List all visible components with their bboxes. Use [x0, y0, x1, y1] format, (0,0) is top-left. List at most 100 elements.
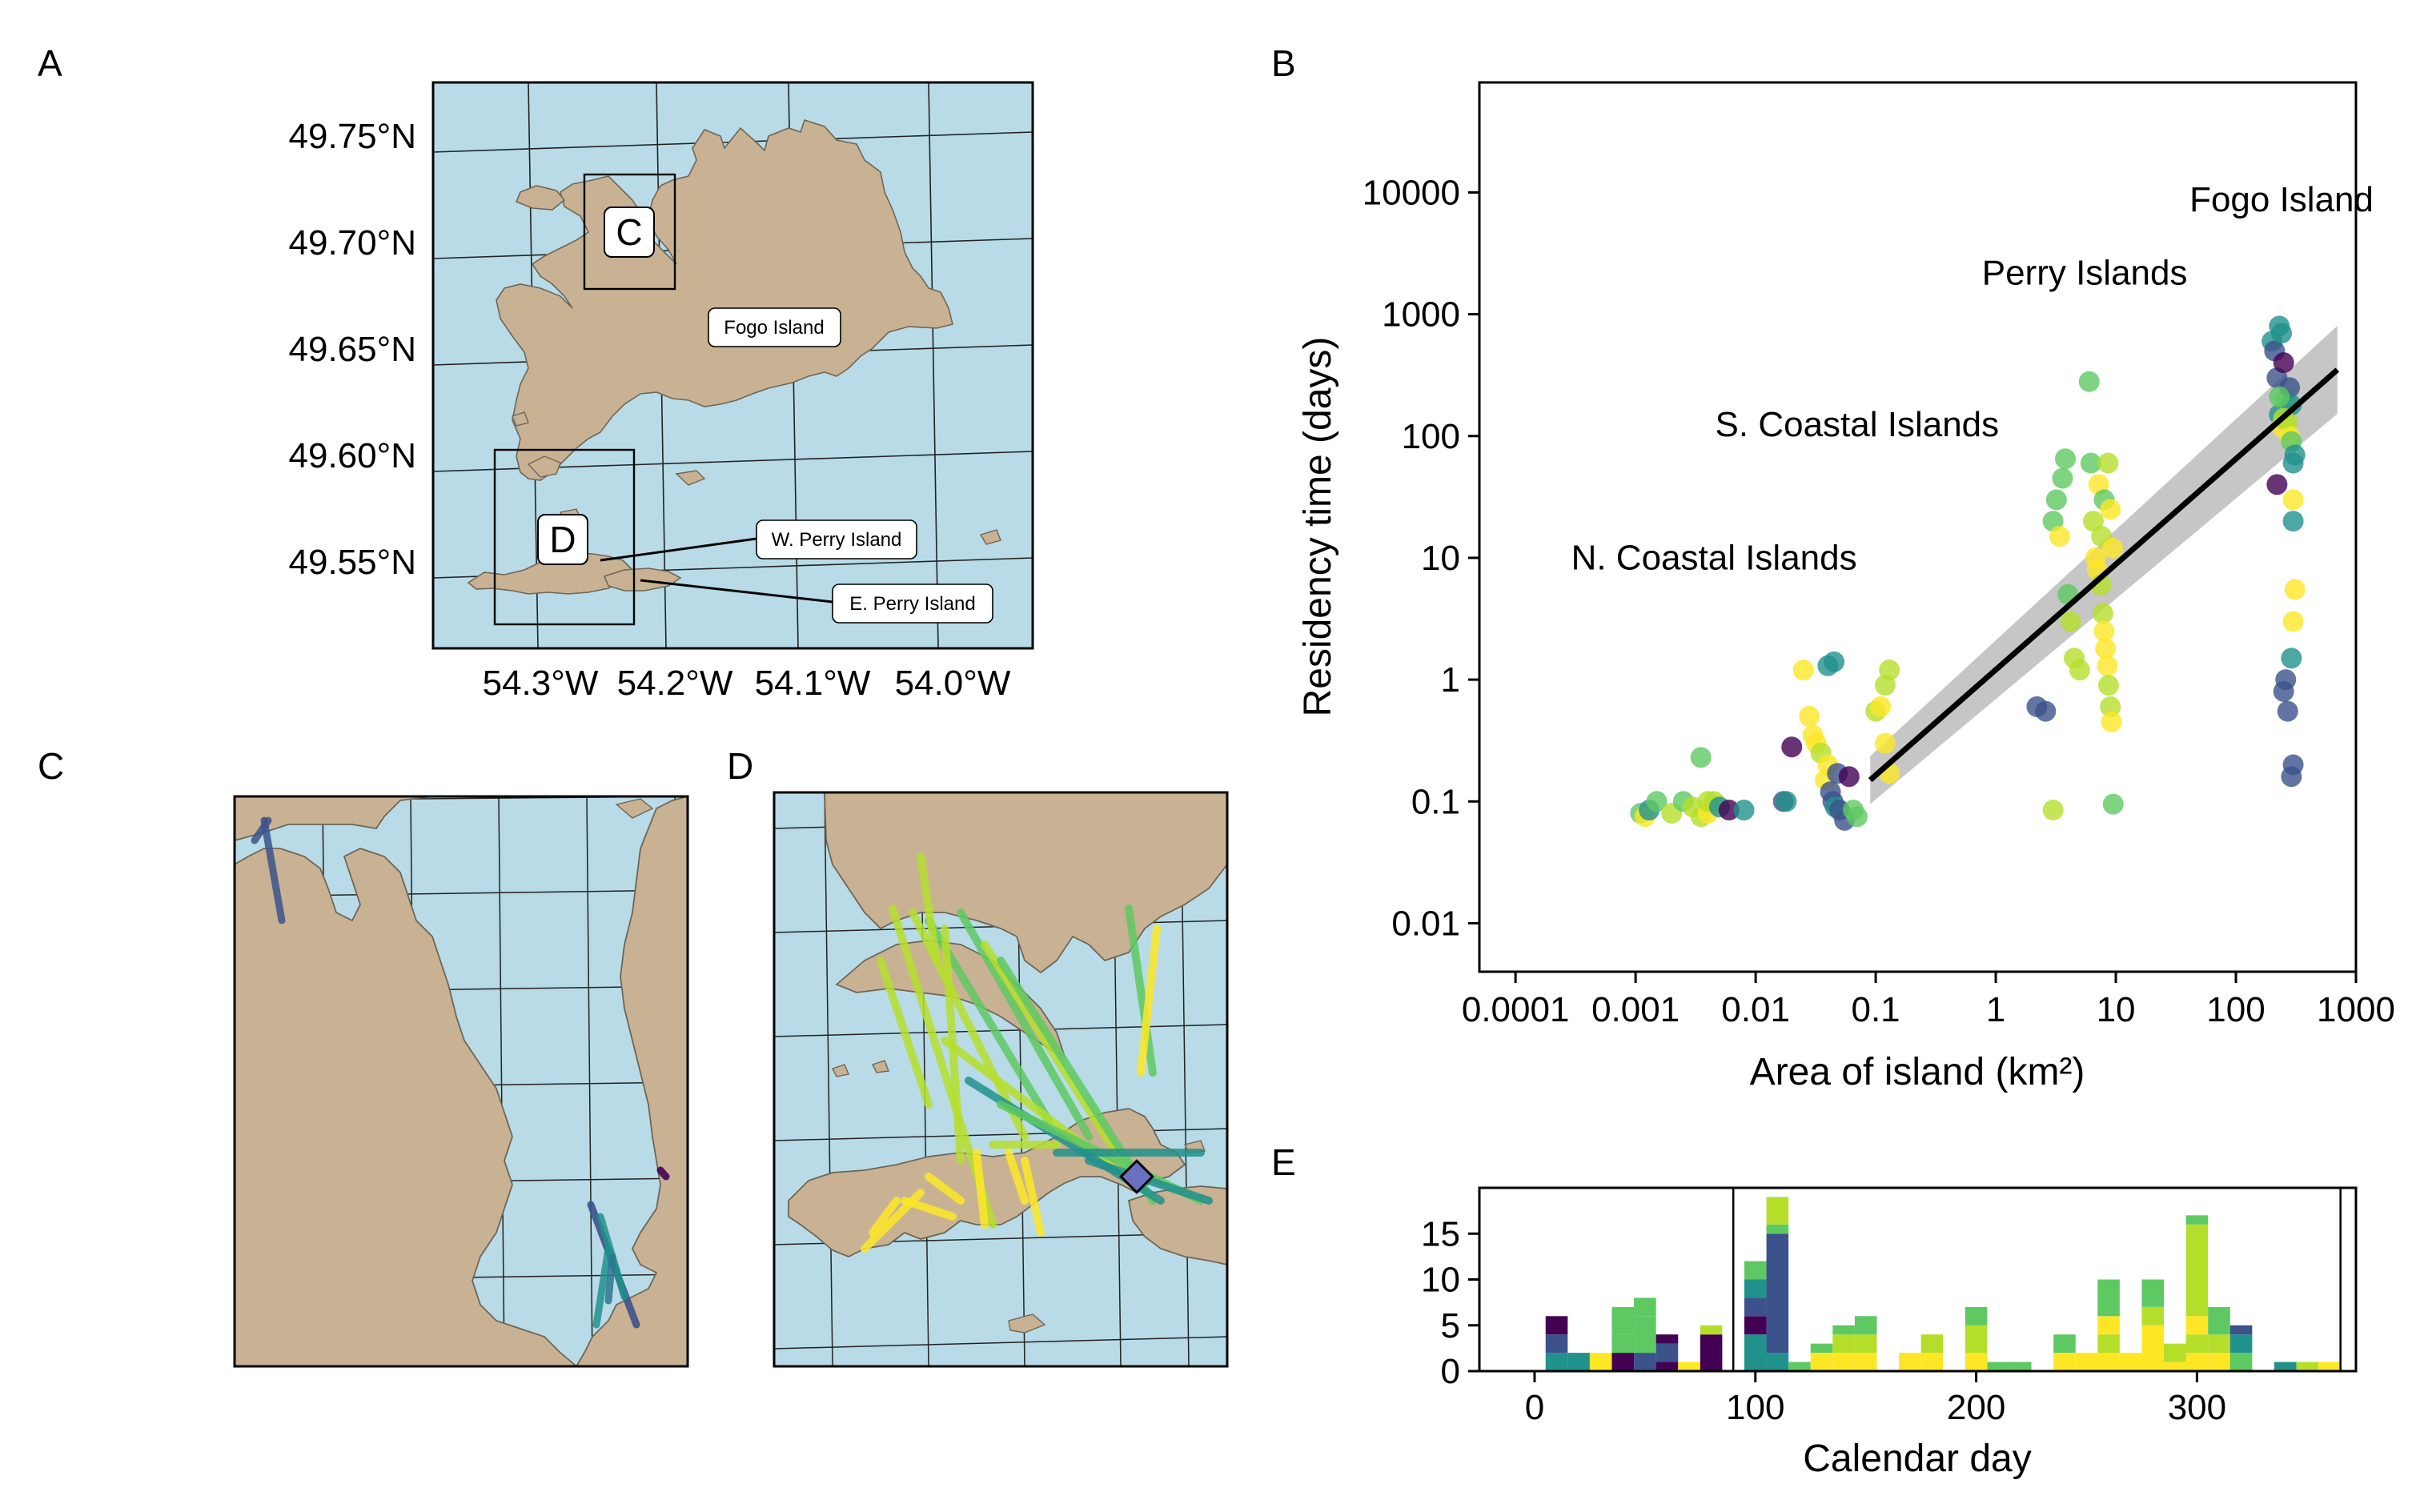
bar-9-seg-0: [1766, 1353, 1789, 1371]
map-c-border: [233, 795, 689, 1368]
chart-e-x-ticks: 0 100 200 300: [1525, 1371, 2226, 1427]
panel-letter-c: C: [38, 745, 65, 787]
bar-3-seg-0: [1611, 1353, 1635, 1371]
scatter-point-95: [2281, 648, 2302, 669]
b-x-tick-0: 0.0001: [1462, 990, 1570, 1029]
bar-6-seg-0: [1678, 1362, 1700, 1371]
inset-box-d: [493, 448, 636, 626]
bar-8-seg-4: [1744, 1261, 1767, 1280]
panel-letter-d: D: [727, 745, 754, 787]
bar-12-seg-1: [1832, 1334, 1855, 1354]
panel-letter-b: B: [1271, 42, 1296, 84]
track-c-1: [260, 816, 286, 924]
bar-29-seg-0: [2296, 1362, 2319, 1371]
scatter-point-97: [2281, 766, 2302, 788]
inset-box-c: [583, 173, 676, 291]
scatter-point-46: [2045, 489, 2067, 511]
bar-15-seg-1: [1920, 1334, 1944, 1354]
bar-13-seg-2: [1854, 1316, 1877, 1335]
b-x-tick-5: 10: [2097, 990, 2136, 1029]
bar-24-seg-0: [2164, 1362, 2186, 1371]
scatter-point-16: [1776, 791, 1797, 812]
track-d-9: [941, 1037, 1141, 1189]
scatter-point-18: [1792, 660, 1814, 681]
fogo-west-lobe: [515, 185, 566, 211]
bar-8-seg-1: [1744, 1316, 1767, 1335]
b-x-tick-2: 0.01: [1721, 990, 1790, 1029]
bar-13-seg-1: [1854, 1334, 1877, 1354]
map-d-tracks: [861, 852, 1213, 1253]
bar-5-seg-2: [1655, 1334, 1679, 1344]
track-d-18: [1021, 1157, 1045, 1237]
bar-11-seg-0: [1810, 1353, 1833, 1371]
inset-label-c-box: [604, 207, 655, 258]
scatter-point-14: [1733, 800, 1755, 821]
s-coastal-islet-2: [675, 470, 706, 486]
track-d-12: [1125, 904, 1157, 1077]
s-coastal-islet-3: [979, 529, 1001, 545]
bar-9-seg-1: [1766, 1233, 1789, 1354]
lon-tick-3: 54.1°W: [755, 664, 871, 703]
e-x-tick-0: 0: [1525, 1388, 1544, 1427]
map-c-islet: [615, 798, 654, 819]
bar-16-seg-1: [1964, 1325, 1988, 1354]
bar-3-seg-1: [1611, 1334, 1635, 1354]
b-y-tick-6: 10000: [1363, 173, 1460, 212]
scatter-point-71: [2097, 452, 2119, 474]
lon-tick-4: 54.0°W: [895, 664, 1011, 703]
bar-7-seg-0: [1700, 1334, 1723, 1371]
bar-25-seg-4: [2185, 1215, 2209, 1225]
bar-25-seg-3: [2185, 1224, 2209, 1317]
bar-9-seg-2: [1766, 1224, 1789, 1234]
e-y-tick-3: 15: [1421, 1214, 1460, 1253]
scatter-point-55: [2080, 452, 2101, 474]
b-x-tick-4: 1: [1986, 990, 2005, 1029]
chart-b-ylabel: Residency time (days): [1297, 337, 1339, 717]
map-c-tracks: [251, 816, 670, 1329]
scatter-point-31: [1824, 651, 1845, 672]
track-d-16: [877, 957, 933, 1109]
track-c-5: [592, 1245, 612, 1329]
scatter-point-67: [2102, 793, 2124, 815]
w-perry-island-label: W. Perry Island: [772, 529, 902, 551]
track-c-6: [604, 1253, 616, 1305]
track-d-17: [973, 1149, 989, 1229]
lat-tick-4: 49.60°N: [289, 436, 416, 475]
bar-21-seg-3: [2097, 1279, 2120, 1317]
scatter-point-54: [2078, 371, 2100, 392]
bar-5-seg-0: [1655, 1362, 1679, 1371]
map-d-border: [773, 791, 1229, 1368]
panel-letter-a: A: [38, 42, 62, 84]
panel-letter-e: E: [1271, 1141, 1296, 1183]
lon-tick-2: 54.2°W: [617, 664, 733, 703]
scatter-point-56: [2082, 511, 2104, 532]
bar-17-seg-0: [1987, 1362, 2009, 1371]
bar-10-seg-0: [1788, 1362, 1811, 1371]
scatter-point-9: [1690, 747, 1712, 768]
map-d-islet-1: [1008, 1313, 1046, 1334]
fogo-island-label: Fogo Island: [724, 317, 824, 339]
b-y-tick-0: 0.01: [1391, 904, 1460, 943]
bar-26-seg-0: [2208, 1353, 2230, 1371]
bar-25-seg-0: [2185, 1353, 2209, 1371]
scatter-point-82: [2266, 474, 2288, 495]
b-x-tick-1: 0.001: [1591, 990, 1680, 1029]
scatter-point-3: [1646, 791, 1668, 812]
bar-25-seg-2: [2185, 1316, 2209, 1335]
map-d-islet-2: [832, 1064, 849, 1077]
e-y-tick-2: 10: [1421, 1261, 1460, 1300]
scatter-point-94: [2282, 611, 2304, 632]
bar-1-seg-0: [1567, 1353, 1590, 1371]
bar-3-seg-2: [1611, 1306, 1635, 1335]
track-d-20: [861, 1189, 925, 1253]
chart-e-y-ticks: 0 5 10 15: [1421, 1214, 1479, 1391]
e-perry-label-box: [832, 584, 993, 624]
b-annotation-2: S. Coastal Islands: [1716, 405, 2000, 444]
scatter-point-49: [2055, 448, 2077, 470]
track-c-7: [656, 1166, 670, 1181]
scatter-point-60: [2092, 603, 2113, 624]
bar-28-seg-0: [2274, 1362, 2297, 1371]
